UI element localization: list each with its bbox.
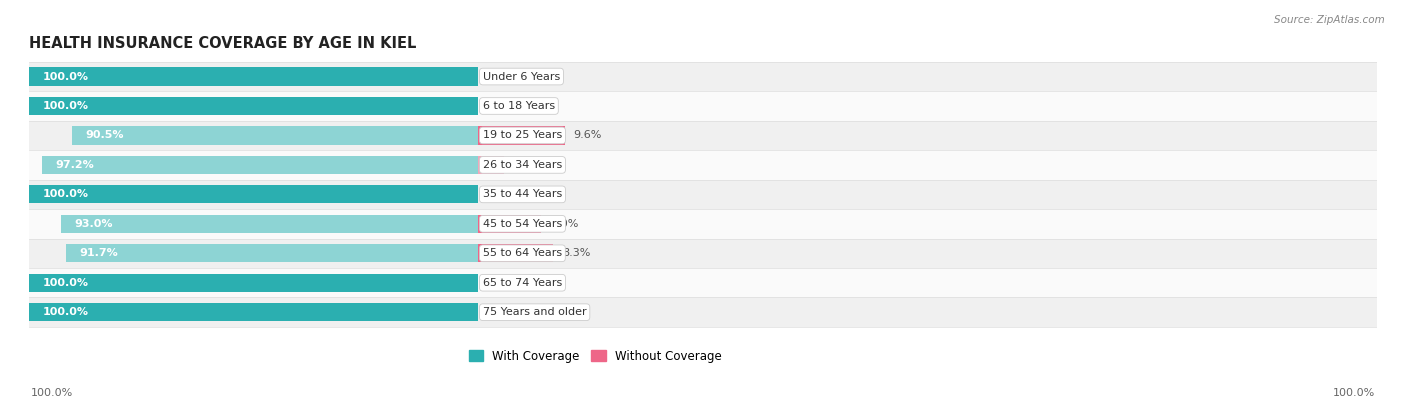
Bar xyxy=(478,215,541,233)
Bar xyxy=(30,180,1376,209)
Bar xyxy=(30,97,478,115)
Bar xyxy=(42,156,478,174)
Text: 26 to 34 Years: 26 to 34 Years xyxy=(482,160,562,170)
Text: 100.0%: 100.0% xyxy=(42,101,89,111)
Bar xyxy=(478,126,565,144)
Bar xyxy=(30,67,478,85)
Text: 100.0%: 100.0% xyxy=(42,71,89,81)
Text: 0.0%: 0.0% xyxy=(488,278,516,288)
Text: 97.2%: 97.2% xyxy=(55,160,94,170)
Legend: With Coverage, Without Coverage: With Coverage, Without Coverage xyxy=(464,345,727,367)
Bar xyxy=(30,91,1376,121)
Bar xyxy=(30,273,478,292)
Text: 0.0%: 0.0% xyxy=(488,307,516,317)
Bar xyxy=(30,185,478,203)
Text: 45 to 54 Years: 45 to 54 Years xyxy=(482,219,562,229)
Bar xyxy=(478,156,503,174)
Text: 91.7%: 91.7% xyxy=(80,248,118,258)
Bar xyxy=(72,126,478,144)
Text: 65 to 74 Years: 65 to 74 Years xyxy=(482,278,562,288)
Text: 9.6%: 9.6% xyxy=(574,130,602,140)
Text: 19 to 25 Years: 19 to 25 Years xyxy=(482,130,562,140)
Text: 100.0%: 100.0% xyxy=(42,307,89,317)
Text: 93.0%: 93.0% xyxy=(75,219,112,229)
Bar xyxy=(30,303,478,321)
Text: 35 to 44 Years: 35 to 44 Years xyxy=(482,189,562,199)
Text: HEALTH INSURANCE COVERAGE BY AGE IN KIEL: HEALTH INSURANCE COVERAGE BY AGE IN KIEL xyxy=(30,36,416,51)
Text: 6 to 18 Years: 6 to 18 Years xyxy=(482,101,555,111)
Bar xyxy=(30,298,1376,327)
Text: 100.0%: 100.0% xyxy=(31,388,73,398)
Bar xyxy=(30,268,1376,298)
Bar xyxy=(30,121,1376,150)
Text: 100.0%: 100.0% xyxy=(1333,388,1375,398)
Bar xyxy=(30,62,1376,91)
Bar xyxy=(30,150,1376,180)
Text: 8.3%: 8.3% xyxy=(562,248,591,258)
Bar xyxy=(30,239,1376,268)
Bar xyxy=(30,209,1376,239)
Text: 75 Years and older: 75 Years and older xyxy=(482,307,586,317)
Text: 100.0%: 100.0% xyxy=(42,189,89,199)
Text: Under 6 Years: Under 6 Years xyxy=(482,71,560,81)
Text: 55 to 64 Years: 55 to 64 Years xyxy=(482,248,562,258)
Text: 90.5%: 90.5% xyxy=(86,130,124,140)
Bar xyxy=(66,244,478,262)
Text: 2.8%: 2.8% xyxy=(513,160,541,170)
Bar xyxy=(478,244,553,262)
Text: 0.0%: 0.0% xyxy=(488,189,516,199)
Text: 7.0%: 7.0% xyxy=(550,219,579,229)
Text: Source: ZipAtlas.com: Source: ZipAtlas.com xyxy=(1274,15,1385,24)
Text: 0.0%: 0.0% xyxy=(488,71,516,81)
Text: 0.0%: 0.0% xyxy=(488,101,516,111)
Text: 100.0%: 100.0% xyxy=(42,278,89,288)
Bar xyxy=(60,215,478,233)
